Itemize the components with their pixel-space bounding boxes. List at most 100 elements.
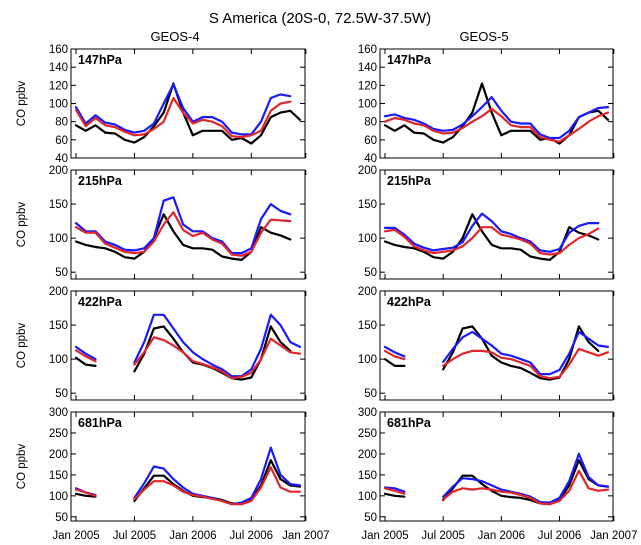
series-line-2 — [383, 486, 406, 493]
panel-geos-4-681hpa: 50 100 150 200 250 300 681hPa CO ppbv — [16, 407, 307, 524]
y-tick-label: 200 — [49, 449, 68, 461]
series-line-3 — [442, 347, 610, 380]
y-tick-label: 60 — [55, 135, 68, 147]
column-title-geos5: GEOS-5 — [459, 29, 508, 44]
pressure-level-label: 681hPa — [78, 416, 123, 430]
x-tick-label: Jan 2007 — [282, 530, 329, 542]
y-tick-label: 150 — [358, 199, 377, 211]
pressure-level-label: 215hPa — [78, 174, 123, 188]
y-axis-label: CO ppbv — [16, 444, 28, 490]
panel-geos-4-147hpa: 40 60 80 100 120 140 160 147hPa CO ppbv — [16, 44, 307, 165]
pressure-level-label: 147hPa — [78, 53, 123, 67]
panel-geos-4-215hpa: 50 100 150 200 215hPa CO ppbv — [16, 165, 307, 280]
plot-frame — [379, 290, 614, 401]
pressure-level-label: 422hPa — [78, 295, 123, 309]
pressure-level-label: 215hPa — [387, 174, 432, 188]
plot-frame — [379, 169, 614, 280]
y-tick-label: 100 — [49, 99, 68, 111]
series-line-2 — [133, 313, 302, 378]
y-tick-label: 100 — [49, 233, 68, 245]
plot-frame — [70, 290, 306, 401]
series-line-1 — [383, 358, 406, 367]
x-tick-label: Jan 2005 — [52, 530, 99, 542]
y-tick-label: 200 — [49, 286, 68, 298]
y-tick-label: 50 — [55, 388, 68, 400]
series-line-3 — [74, 349, 97, 363]
y-tick-label: 80 — [364, 117, 377, 129]
series-line-2 — [383, 212, 600, 253]
y-tick-label: 160 — [358, 44, 377, 56]
series-line-1 — [74, 492, 97, 498]
y-tick-label: 100 — [49, 354, 68, 366]
series-line-2 — [383, 95, 610, 140]
y-tick-label: 100 — [358, 491, 377, 503]
y-tick-label: 150 — [49, 199, 68, 211]
series-line-2 — [383, 345, 406, 358]
y-tick-label: 150 — [49, 320, 68, 332]
series-line-3 — [383, 349, 406, 361]
y-tick-label: 200 — [358, 165, 377, 177]
panel-geos-5-681hpa: 50 100 150 200 250 300 681hPa — [358, 407, 615, 524]
y-tick-label: 50 — [364, 512, 377, 524]
x-tick-label: Jul 2005 — [113, 530, 156, 542]
y-tick-label: 200 — [358, 286, 377, 298]
y-tick-label: 100 — [49, 491, 68, 503]
y-axis-label: CO ppbv — [16, 323, 28, 369]
series-line-2 — [74, 196, 292, 255]
series-line-1 — [383, 492, 406, 498]
y-tick-label: 250 — [49, 428, 68, 440]
series-line-3 — [74, 488, 97, 497]
x-tick-label: Jul 2005 — [421, 530, 464, 542]
y-tick-label: 40 — [364, 153, 377, 165]
plot-frame — [379, 411, 614, 522]
x-tick-labels: Jan 2005 Jul 2005 Jan 2006 Jul 2006 Jan 2007… — [52, 530, 637, 542]
y-tick-label: 150 — [358, 470, 377, 482]
panel-geos-5-147hpa: 40 60 80 100 120 140 160 147hPa — [358, 44, 615, 165]
series-line-3 — [383, 107, 610, 143]
y-tick-label: 80 — [55, 117, 68, 129]
y-tick-label: 200 — [49, 165, 68, 177]
y-tick-label: 300 — [49, 407, 68, 419]
panel-geos-5-422hpa: 50 100 150 200 422hPa — [358, 286, 615, 401]
y-tick-label: 150 — [358, 320, 377, 332]
column-title-geos4: GEOS-4 — [150, 29, 199, 44]
plot-frame — [70, 411, 306, 522]
y-tick-label: 50 — [364, 388, 377, 400]
y-tick-label: 50 — [364, 267, 377, 279]
y-tick-label: 150 — [49, 470, 68, 482]
y-tick-label: 300 — [358, 407, 377, 419]
y-tick-label: 140 — [358, 62, 377, 74]
figure-title: S America (20S-0, 72.5W-37.5W) — [209, 10, 431, 27]
panel-geos-4-422hpa: 50 100 150 200 422hPa CO ppbv — [16, 286, 307, 401]
y-tick-label: 250 — [358, 428, 377, 440]
series-line-2 — [442, 452, 610, 504]
x-tick-label: Jan 2007 — [590, 530, 637, 542]
y-tick-label: 60 — [364, 135, 377, 147]
y-tick-label: 50 — [55, 512, 68, 524]
series-line-3 — [383, 226, 600, 256]
y-tick-label: 100 — [358, 99, 377, 111]
y-tick-label: 100 — [358, 233, 377, 245]
panel-geos-5-215hpa: 50 100 150 200 215hPa — [358, 165, 615, 280]
y-tick-label: 160 — [49, 44, 68, 56]
y-tick-label: 50 — [55, 267, 68, 279]
y-axis-label: CO ppbv — [16, 202, 28, 248]
y-tick-label: 200 — [358, 449, 377, 461]
series-line-3 — [133, 336, 302, 380]
series-line-3 — [74, 96, 292, 139]
series-line-3 — [74, 211, 292, 257]
pressure-level-label: 147hPa — [387, 53, 432, 67]
series-line-3 — [383, 487, 406, 495]
y-tick-label: 120 — [358, 80, 377, 92]
x-tick-label: Jan 2006 — [169, 530, 216, 542]
series-line-1 — [133, 325, 292, 381]
series-line-3 — [133, 466, 302, 506]
y-axis-label: CO ppbv — [16, 81, 28, 127]
series-line-2 — [442, 330, 610, 376]
plot-frame — [70, 169, 306, 280]
x-tick-label: Jul 2006 — [230, 530, 273, 542]
series-line-1 — [74, 356, 97, 367]
y-tick-label: 120 — [49, 80, 68, 92]
pressure-level-label: 681hPa — [387, 416, 432, 430]
x-tick-label: Jan 2005 — [361, 530, 408, 542]
